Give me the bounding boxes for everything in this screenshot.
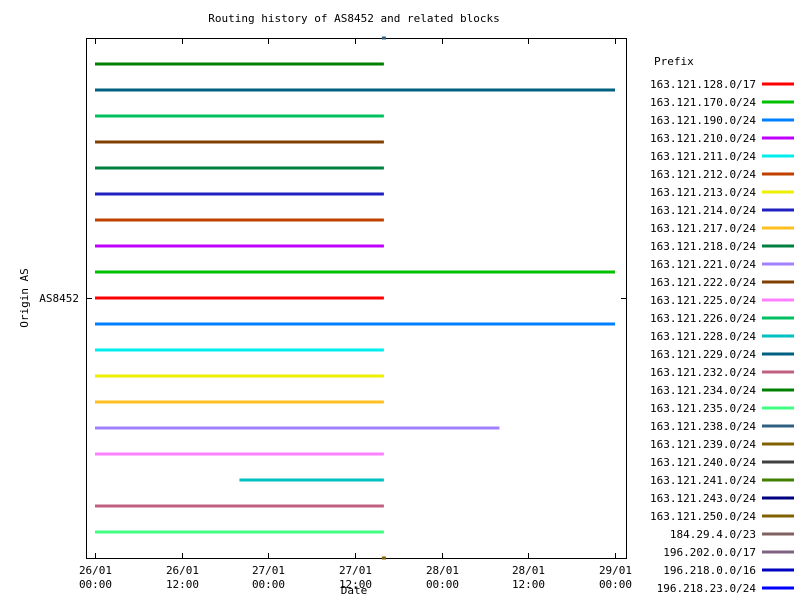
- x-tick-label-1: 26/01: [166, 564, 199, 577]
- legend-label-10: 163.121.221.0/24: [650, 258, 756, 271]
- x-tick-label-time-3: 12:00: [339, 578, 372, 591]
- legend-label-22: 163.121.241.0/24: [650, 474, 756, 487]
- x-tick-label-0: 26/01: [79, 564, 112, 577]
- x-tick-label-time-5: 12:00: [512, 578, 545, 591]
- series-lines: [95, 36, 615, 560]
- legend-label-11: 163.121.222.0/24: [650, 276, 756, 289]
- legend-label-23: 163.121.243.0/24: [650, 492, 756, 505]
- legend-label-6: 163.121.213.0/24: [650, 186, 756, 199]
- x-tick-label-time-2: 00:00: [252, 578, 285, 591]
- x-tick-label-6: 29/01: [599, 564, 632, 577]
- legend-label-5: 163.121.212.0/24: [650, 168, 756, 181]
- legend-label-13: 163.121.226.0/24: [650, 312, 756, 325]
- x-tick-label-time-4: 00:00: [426, 578, 459, 591]
- legend-label-21: 163.121.240.0/24: [650, 456, 756, 469]
- legend: 163.121.128.0/17 163.121.170.0/24 163.121.…: [650, 78, 794, 595]
- legend-label-17: 163.121.234.0/24: [650, 384, 756, 397]
- legend-label-7: 163.121.214.0/24: [650, 204, 756, 217]
- x-tick-label-2: 27/01: [252, 564, 285, 577]
- x-tick-label-5: 28/01: [512, 564, 545, 577]
- legend-title: Prefix: [654, 55, 694, 68]
- legend-label-15: 163.121.229.0/24: [650, 348, 756, 361]
- chart-title: Routing history of AS8452 and related bl…: [208, 12, 499, 25]
- x-tick-label-time-6: 00:00: [599, 578, 632, 591]
- series-mark-19: [381, 36, 386, 40]
- legend-label-25: 184.29.4.0/23: [670, 528, 756, 541]
- legend-label-18: 163.121.235.0/24: [650, 402, 756, 415]
- legend-label-19: 163.121.238.0/24: [650, 420, 756, 433]
- x-tick-label-time-1: 12:00: [166, 578, 199, 591]
- legend-label-28: 196.218.23.0/24: [657, 582, 757, 595]
- legend-label-0: 163.121.128.0/17: [650, 78, 756, 91]
- legend-label-3: 163.121.210.0/24: [650, 132, 756, 145]
- legend-label-16: 163.121.232.0/24: [650, 366, 756, 379]
- legend-label-9: 163.121.218.0/24: [650, 240, 756, 253]
- legend-label-8: 163.121.217.0/24: [650, 222, 756, 235]
- legend-label-4: 163.121.211.0/24: [650, 150, 756, 163]
- series-mark-20: [381, 556, 386, 560]
- x-axis-label: Date: [341, 584, 368, 597]
- y-tick-label-as8452: AS8452: [39, 292, 79, 305]
- legend-label-1: 163.121.170.0/24: [650, 96, 756, 109]
- legend-label-24: 163.121.250.0/24: [650, 510, 756, 523]
- x-axis-ticks: 26/0100:0026/0112:0027/0100:0027/0112:00…: [79, 38, 632, 591]
- legend-label-27: 196.218.0.0/16: [663, 564, 756, 577]
- legend-label-12: 163.121.225.0/24: [650, 294, 756, 307]
- y-axis-label: Origin AS: [18, 268, 31, 328]
- legend-label-2: 163.121.190.0/24: [650, 114, 756, 127]
- x-tick-label-3: 27/01: [339, 564, 372, 577]
- x-tick-label-time-0: 00:00: [79, 578, 112, 591]
- legend-label-20: 163.121.239.0/24: [650, 438, 756, 451]
- x-tick-label-4: 28/01: [426, 564, 459, 577]
- legend-label-26: 196.202.0.0/17: [663, 546, 756, 559]
- legend-label-14: 163.121.228.0/24: [650, 330, 756, 343]
